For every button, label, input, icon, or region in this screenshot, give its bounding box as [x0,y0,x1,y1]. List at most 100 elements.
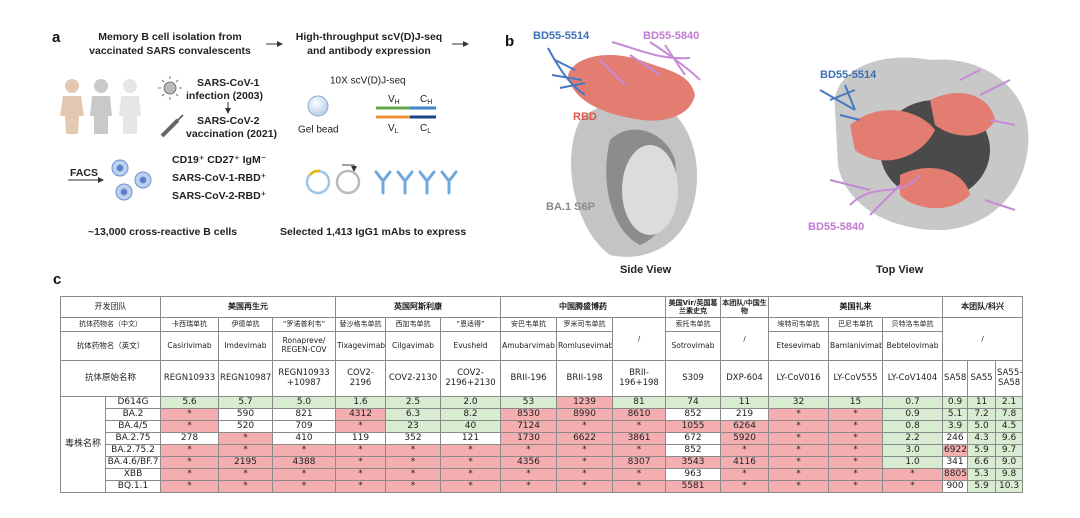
name-en-row: 抗体药物名（英文） Casirivimab Imdevimab Ronapreve/ … [60,331,1023,361]
segment-main: C [420,94,427,105]
ic50-cell: 74 [665,396,722,409]
team-cell: 美国礼来 [768,296,944,318]
ic50-cell: 3543 [665,456,722,469]
ic50-cell: 8307 [612,456,667,469]
name-cn-cell: / [942,317,1024,361]
ic50-cell: 410 [271,432,337,445]
ic50-cell: * [440,456,502,469]
ic50-cell: 1.6 [335,396,387,409]
ic50-cell: 341 [942,456,969,469]
panel-label: c [53,271,61,288]
original-name-cell: SA58 [942,360,969,397]
ic50-cell: * [335,456,387,469]
ic50-cell: * [612,480,667,493]
name-en-cell: Cilgavimab [385,331,442,361]
ic50-cell: * [612,444,667,457]
ic50-cell: 23 [385,420,442,433]
ic50-cell: * [385,444,442,457]
name-cn-row: 抗体药物名（中文） 卡西瑞单抗 伊德单抗 “罗诺普利韦” 替沙格韦单抗 西加韦单抗 “恩适得… [60,317,1024,361]
step-title: and antibody expression [307,45,431,57]
ic50-cell: 3.9 [942,420,969,433]
ic50-cell: * [556,468,614,481]
ic50-cell: * [768,480,830,493]
antibody-label: BD55-5840 [643,30,699,42]
exposure-text: SARS-CoV-2 [197,115,260,127]
ic50-cell: * [720,468,770,481]
segment-main: V [388,94,395,105]
summary-text: Selected 1,413 IgG1 mAbs to express [280,226,466,238]
neutralization-table-wrap: 开发团队 美国再生元 英国阿斯利康 中国腾盛博药 美国Vir/英国葛兰素史克 本… [60,296,1024,493]
strain-row: BA.2 * 590 821 4312 6.3 8.2 8530 8990 8610 852 219 *… [61,408,1024,421]
row-header: 抗体药物名（英文） [60,331,161,361]
syringe-icon [160,114,184,138]
segment-sub: H [427,99,432,106]
team-cell: 美国Vir/英国葛兰素史克 [665,296,722,318]
gel-bead-icon [307,95,329,117]
segment-label: CL [420,123,431,135]
ic50-cell: * [385,468,442,481]
ic50-cell: 53 [500,396,558,409]
ic50-cell: 8990 [556,408,614,421]
ic50-cell: 8530 [500,408,558,421]
original-name-cell: REGN10933 [160,360,219,397]
ic50-cell: 852 [665,408,722,421]
ic50-cell: * [768,420,830,433]
ic50-cell: 2.0 [440,396,502,409]
segment-label: VL [388,123,399,135]
exposure-text: vaccination (2021) [186,128,277,140]
step-title: High-throughput scV(D)J-seq [296,31,442,43]
ic50-cell: 10.3 [995,480,1024,493]
ic50-cell: 6.6 [967,456,997,469]
ic50-cell: 246 [942,432,969,445]
original-name-cell: LY-CoV555 [828,360,884,397]
ic50-cell: 121 [440,432,502,445]
ic50-cell: * [612,468,667,481]
people-icons [60,79,141,134]
ic50-cell: 352 [385,432,442,445]
strain-name: BA.2.75.2 [105,444,161,457]
name-cn-cell: 索托韦单抗 [665,317,722,332]
name-cn-cell: “恩适得” [440,317,502,332]
ic50-cell: 3861 [612,432,667,445]
ic50-cell: 0.9 [882,408,944,421]
name-en-cell: Bebtelovimab [882,331,944,361]
original-name-cell: S309 [665,360,722,397]
segment-main: V [388,123,395,134]
ic50-cell: 0.8 [882,420,944,433]
ic50-cell: 2195 [218,456,273,469]
segment-sub: H [395,99,400,106]
ic50-cell: * [828,480,884,493]
ic50-cell: * [160,420,219,433]
ic50-cell: * [440,468,502,481]
strain-name: BA.2 [105,408,161,421]
ic50-cell: 9.0 [995,456,1024,469]
ic50-cell: * [335,420,387,433]
original-name-cell: BRII-198 [556,360,614,397]
ic50-cell: 2.2 [882,432,944,445]
team-cell: 英国阿斯利康 [335,296,502,318]
ic50-cell: 219 [720,408,770,421]
ic50-cell: * [271,468,337,481]
ic50-cell: 81 [612,396,667,409]
name-cn-cell: 西加韦单抗 [385,317,442,332]
ic50-cell: * [768,444,830,457]
ic50-cell: * [882,480,944,493]
original-name-cell: BRII-196 [500,360,558,397]
ic50-cell: 11 [967,396,997,409]
ic50-cell: * [500,444,558,457]
ic50-cell: 8610 [612,408,667,421]
ic50-cell: 6922 [942,444,969,457]
spike-label: BA.1 S6P [546,201,595,213]
ic50-cell: 1239 [556,396,614,409]
ic50-cell: 40 [440,420,502,433]
name-cn-cell: “罗诺普利韦” [271,317,337,332]
segment-label: CH [420,94,432,106]
ic50-cell: 278 [160,432,219,445]
ic50-cell: * [335,480,387,493]
name-en-cell: Evusheld [440,331,502,361]
ic50-cell: * [828,456,884,469]
ic50-cell: 520 [218,420,273,433]
exposure-text: infection (2003) [186,90,263,102]
original-name-cell: COV2-2196 [335,360,387,397]
ic50-cell: 119 [335,432,387,445]
